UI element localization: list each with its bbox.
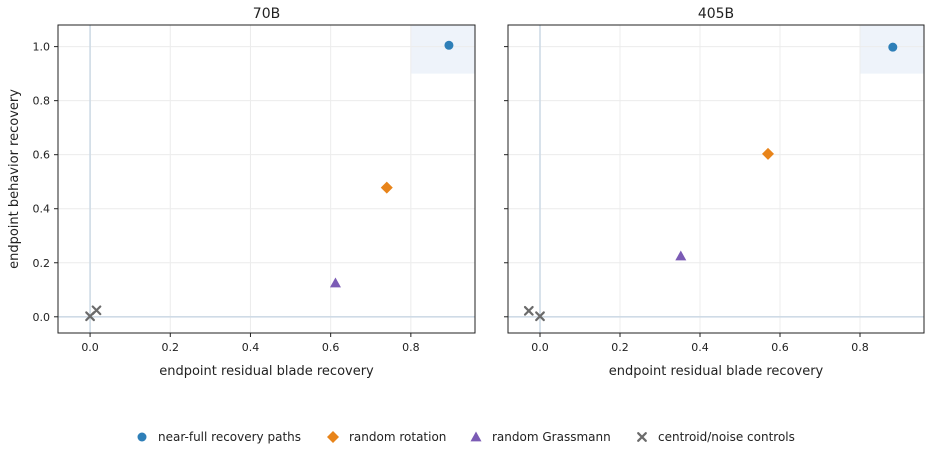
panel1-y-tick-label-3: 0.6 [33,149,51,162]
panel2-point-x-3-1 [535,311,545,322]
panel2-point-x-3-0 [523,305,534,316]
panel1-x-axis-label: endpoint residual blade recovery [159,364,374,379]
panel2-title: 405B [698,6,734,22]
panel1-y-tick-label-2: 0.4 [33,203,51,216]
panel1-y-tick-label-1: 0.2 [33,257,51,270]
panel1-highlight-region [410,25,475,74]
panel2-axes-frame [507,24,925,334]
panel1-title: 70B [253,6,280,22]
panel2-x-axis-label: endpoint residual blade recovery [609,364,824,379]
panel2-x-tick-label-2: 0.4 [691,341,709,354]
panel1-y-axis-label: endpoint behavior recovery [7,89,22,269]
panel1-y-tick-label-0: 0.0 [33,311,51,324]
panel1-x-tick-label-3: 0.6 [322,341,340,354]
legend-label-0: near-full recovery paths [158,430,301,444]
legend-label-1: random rotation [349,430,446,444]
panel1-point-diamond-1-0 [380,181,393,194]
panel2-point-triangle-2-0 [675,250,687,261]
panel2-x-tick-label-0: 0.0 [531,341,549,354]
legend-marker-3 [637,432,647,442]
panel2-point-circle-0-0 [888,42,898,52]
panel1-point-triangle-2-0 [329,277,341,288]
legend-label-2: random Grassmann [492,430,611,444]
panel2-point-diamond-1-0 [762,147,774,160]
panel1-axes-frame [57,24,476,334]
panel1-point-x-3-1 [91,305,102,316]
panel1-x-tick-label-4: 0.8 [402,341,420,354]
legend-marker-2 [470,431,482,442]
panel2-x-tick-label-4: 0.8 [851,341,869,354]
legend-marker-1 [327,431,339,443]
panel1-point-circle-0-0 [444,40,454,50]
panel2-x-tick-label-1: 0.2 [611,341,629,354]
panel2-x-tick-label-3: 0.6 [771,341,789,354]
panel1-y-tick-label-4: 0.8 [33,95,51,108]
legend-label-3: centroid/noise controls [658,430,795,444]
legend-marker-0 [137,432,147,442]
panel1-x-tick-label-1: 0.2 [162,341,180,354]
panel1-x-tick-label-2: 0.4 [242,341,260,354]
panel1-y-tick-label-5: 1.0 [33,41,51,54]
panel1-x-tick-label-0: 0.0 [81,341,99,354]
